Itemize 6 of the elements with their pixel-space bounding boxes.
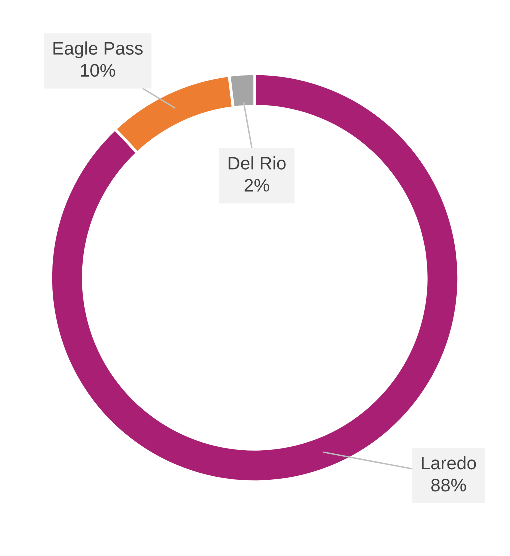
data-label: 10%: [81, 64, 116, 78]
slice-label: Laredo: [422, 456, 476, 470]
data-label: 88%: [432, 478, 466, 492]
slice-label: Del Rio: [228, 156, 286, 170]
slice-label: Eagle Pass: [54, 42, 143, 59]
data-label: 2%: [244, 179, 270, 192]
